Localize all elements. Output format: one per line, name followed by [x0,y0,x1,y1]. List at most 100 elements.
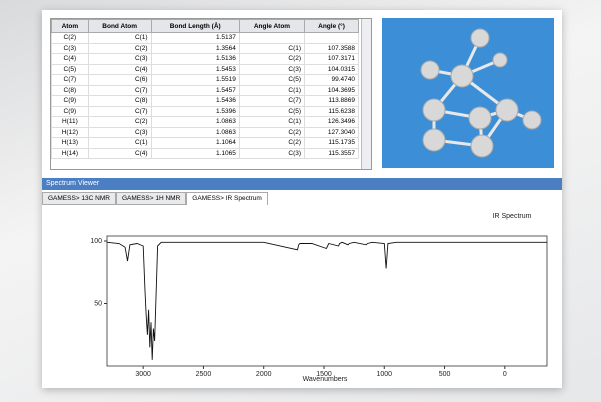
table-cell: 1.1064 [151,138,239,149]
chart-title: IR Spectrum [493,213,532,220]
table-cell: C(2) [239,54,304,65]
table-cell: C(7) [88,106,151,117]
table-cell: C(4) [52,54,89,65]
column-header: Angle (°) [305,20,359,33]
table-cell: 107.3171 [305,54,359,65]
table-cell: C(1) [239,85,304,96]
scrollbar[interactable] [361,19,371,169]
column-header: Atom [52,20,89,33]
table-cell: C(1) [88,33,151,44]
table-cell: 115.3557 [305,148,359,159]
table-cell: 115.6238 [305,106,359,117]
table-cell: 1.3564 [151,43,239,54]
tab[interactable]: GAMESS> 13C NMR [42,192,116,205]
tab[interactable]: GAMESS> IR Spectrum [186,192,268,205]
x-tick-label: 0 [503,371,507,378]
plot-frame [107,236,547,366]
table-cell: 1.5137 [151,33,239,44]
x-tick-label: 3000 [135,371,151,378]
table-cell: C(3) [88,54,151,65]
table-cell: C(5) [239,75,304,86]
table-cell: 107.3588 [305,43,359,54]
table-row[interactable]: C(2)C(1)1.5137 [52,33,359,44]
column-header: Bond Length (Å) [151,20,239,33]
page: AtomBond AtomBond Length (Å)Angle AtomAn… [0,0,601,402]
table-cell: C(1) [88,138,151,149]
y-tick-label: 100 [90,238,102,245]
table-cell: 1.5453 [151,64,239,75]
x-tick-label: 2500 [196,371,212,378]
table-cell: C(9) [52,96,89,107]
table-cell: C(2) [88,117,151,128]
column-header: Bond Atom [88,20,151,33]
table-cell: C(3) [239,64,304,75]
table-cell: 126.3496 [305,117,359,128]
table-cell: C(7) [52,75,89,86]
column-header: Angle Atom [239,20,304,33]
table-cell: 104.0315 [305,64,359,75]
table-cell: 104.3695 [305,85,359,96]
atoms [421,29,541,157]
y-tick-label: 50 [94,300,102,307]
table-cell: 1.5519 [151,75,239,86]
bonds [430,38,532,146]
x-tick-label: 500 [439,371,451,378]
table-cell: 115.1735 [305,138,359,149]
table-cell: C(1) [239,117,304,128]
table-cell: 1.0863 [151,127,239,138]
table-cell: 1.5136 [151,54,239,65]
table-cell: 1.5436 [151,96,239,107]
table-cell: C(8) [52,85,89,96]
table-cell: C(6) [88,75,151,86]
table-cell: C(4) [88,64,151,75]
table-cell: H(14) [52,148,89,159]
table-cell: 99.4740 [305,75,359,86]
table-cell: C(5) [239,106,304,117]
x-tick-label: 1500 [316,371,332,378]
tab[interactable]: GAMESS> 1H NMR [116,192,186,205]
table-cell: C(3) [239,148,304,159]
x-tick-label: 2000 [256,371,272,378]
table-cell: H(12) [52,127,89,138]
table-cell: C(5) [52,64,89,75]
table-cell: 1.5396 [151,106,239,117]
x-tick-label: 1000 [376,371,392,378]
table-cell [305,33,359,44]
table-cell: C(1) [239,43,304,54]
table-cell: C(2) [52,33,89,44]
table-cell: C(7) [239,96,304,107]
table-cell: 127.3040 [305,127,359,138]
table-cell: 1.0863 [151,117,239,128]
table-cell: C(4) [88,148,151,159]
panel-title: Spectrum Viewer [46,180,99,187]
table-cell: 113.8869 [305,96,359,107]
panel-title-bar: Spectrum Viewer [42,178,562,190]
molecule-view[interactable] [382,18,554,168]
table-cell: H(11) [52,117,89,128]
table-cell: C(8) [88,96,151,107]
table-cell: C(7) [88,85,151,96]
spectrum-line [107,242,547,359]
table-cell: 1.5457 [151,85,239,96]
table-cell: C(2) [239,127,304,138]
table-cell: C(2) [88,43,151,54]
table-cell: H(13) [52,138,89,149]
table-cell: C(3) [52,43,89,54]
